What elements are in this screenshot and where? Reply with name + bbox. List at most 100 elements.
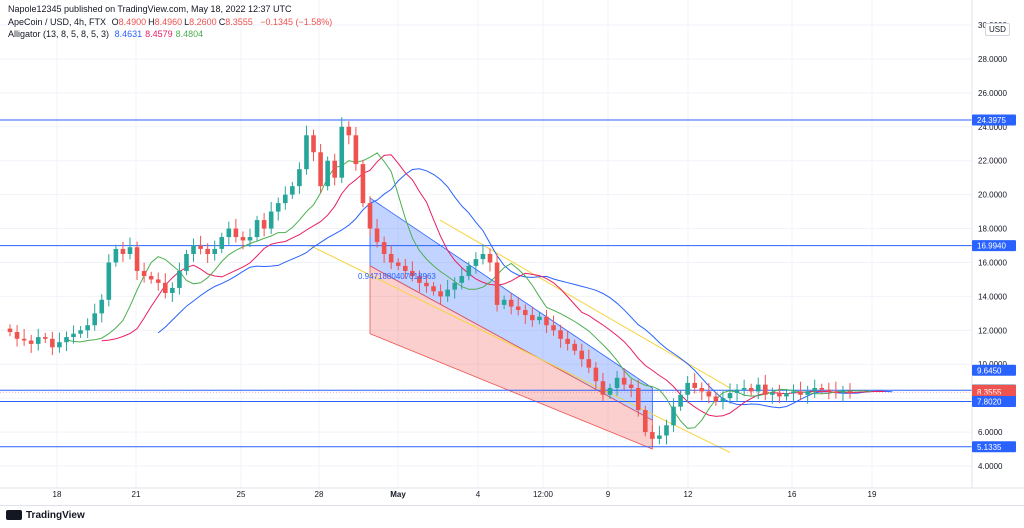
price-label-text: 9.6450 [977, 366, 1002, 375]
ohlc-values: O8.4900 H8.4960 L8.2600 C8.3555 [112, 17, 255, 27]
ohlc-label: H [148, 17, 155, 27]
candle [177, 270, 182, 288]
candle [191, 245, 196, 254]
indicator-legend[interactable]: Alligator (13, 8, 5, 8, 5, 3) 8.4631 8.45… [8, 29, 209, 39]
candle [805, 391, 810, 395]
symbol-legend[interactable]: ApeCoin / USD, 4h, FTX O8.4900 H8.4960 L8.… [8, 17, 335, 27]
candle [784, 393, 789, 397]
symbol-title: ApeCoin / USD, 4h, FTX [8, 17, 107, 27]
ohlc-l: L8.2600 [184, 17, 217, 27]
price-chart[interactable]: 0.9471880407018963 4.00006.00008.000010.… [0, 0, 1024, 505]
price-tick-label: 12.0000 [978, 326, 1007, 335]
tradingview-logo[interactable]: TradingView [6, 510, 85, 521]
price-label-bg [972, 396, 1016, 408]
candle [544, 316, 549, 326]
currency-selector[interactable]: USD [985, 23, 1010, 36]
candle [374, 228, 380, 243]
channel-lower-fill [369, 265, 653, 450]
candle [445, 289, 450, 297]
publish-info: Napole12345 published on TradingView.com… [8, 4, 292, 14]
indicator-value: 8.4579 [145, 29, 173, 39]
channel-line-upper [439, 219, 731, 389]
candle [353, 135, 359, 165]
candle [57, 342, 62, 348]
ohlc-label: L [184, 17, 190, 27]
candle [734, 389, 740, 394]
candle [332, 160, 338, 178]
candle [452, 282, 458, 290]
price-tick-label: 28.0000 [978, 55, 1007, 64]
candle [381, 242, 387, 254]
candle [642, 410, 648, 433]
candle [494, 262, 500, 305]
candle [466, 265, 472, 277]
candle [155, 279, 161, 283]
candle [614, 377, 620, 388]
candle [318, 152, 323, 187]
candle [212, 248, 218, 254]
candle [346, 126, 352, 136]
candle [798, 391, 803, 395]
candle [826, 389, 832, 392]
candle [134, 247, 140, 271]
candle [247, 237, 253, 241]
candle [402, 265, 408, 271]
candle [770, 393, 775, 395]
candle [487, 254, 493, 263]
candle [459, 276, 465, 283]
ohlc-label: C [218, 17, 226, 27]
candle [762, 384, 768, 395]
time-tick-label: 9 [606, 490, 611, 499]
candle [127, 247, 133, 254]
plot-background [0, 0, 972, 488]
time-tick-label: 4 [476, 490, 481, 499]
price-tick-label: 16.0000 [978, 258, 1007, 267]
time-axis[interactable]: 18 21 25 28 May 4 12:00 9 12 16 19 [53, 490, 877, 499]
candle [777, 393, 782, 397]
candle [480, 254, 486, 260]
candle [360, 164, 366, 204]
candle [35, 337, 41, 344]
candle [657, 435, 662, 439]
tradingview-logo-icon [6, 510, 22, 521]
time-tick-label: 12:00 [533, 490, 554, 499]
candle [840, 391, 846, 394]
time-tick-label: 16 [788, 490, 797, 499]
candle [367, 203, 373, 229]
ohlc-h: H8.4960 [148, 17, 182, 27]
fib-annotation: 0.9471880407018963 [358, 272, 436, 281]
indicator-value: 8.4631 [114, 29, 143, 39]
time-tick-label: 21 [132, 490, 141, 499]
price-label-text: 16.9940 [977, 242, 1006, 251]
horizontal-lines[interactable] [0, 119, 972, 448]
price-tick-label: 4.0000 [978, 462, 1003, 471]
candle [233, 228, 239, 238]
candle [170, 287, 175, 294]
candle [282, 194, 288, 204]
price-tick-label: 10.0000 [978, 360, 1007, 369]
candle [106, 262, 112, 300]
candle [607, 387, 613, 395]
price-label-bg [972, 240, 1016, 252]
candle [678, 394, 683, 407]
candle [600, 381, 606, 395]
price-label-text: 5.1335 [977, 443, 1002, 452]
candle [621, 377, 627, 385]
candle [586, 359, 592, 368]
price-label-text: 24.3975 [977, 116, 1006, 125]
candle [727, 393, 733, 399]
candle [78, 330, 83, 334]
candle [388, 254, 394, 263]
candle [671, 406, 676, 426]
candle [515, 306, 521, 310]
candle [650, 432, 655, 439]
candles [7, 117, 853, 447]
candle [635, 387, 641, 411]
candle [99, 299, 105, 314]
candle [417, 276, 422, 283]
ohlc-value: 8.4900 [118, 17, 147, 27]
candle [579, 350, 585, 360]
candle [325, 160, 330, 187]
candle [628, 384, 634, 388]
candle [42, 337, 48, 339]
